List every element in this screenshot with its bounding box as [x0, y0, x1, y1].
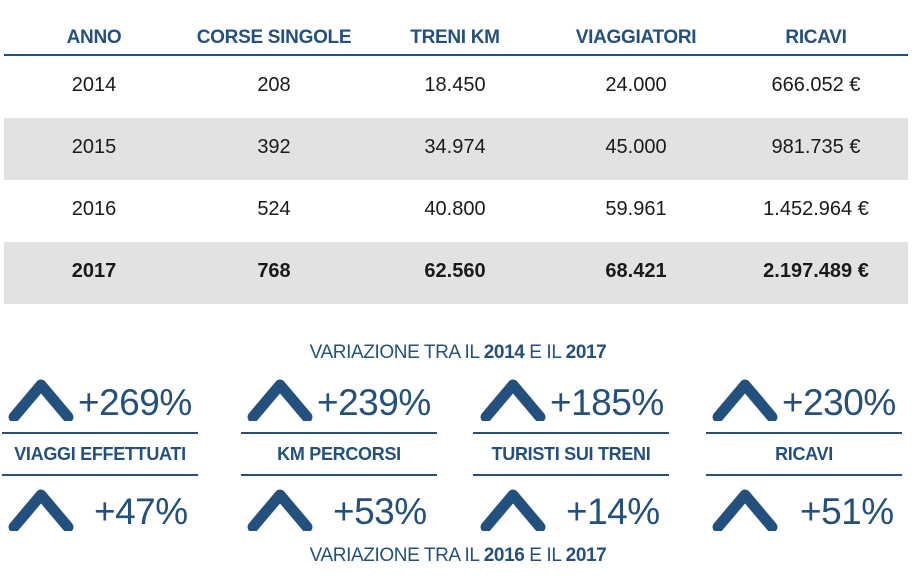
variation-middle: E IL	[524, 545, 566, 566]
cell-viaggiatori: 45.000	[605, 136, 667, 158]
change-2016-2017-ricavi: +51%	[800, 491, 894, 532]
variation-middle: E IL	[524, 342, 566, 363]
cell-treni-km: 18.450	[424, 74, 486, 96]
cell-treni-km: 62.560	[424, 260, 486, 282]
variation-heading-2016-2017: VARIAZIONE TRA IL 2016 E IL 2017	[0, 545, 916, 567]
stat-label-box: KM PERCORSI	[241, 432, 437, 476]
change-2016-2017-turisti: +14%	[566, 491, 660, 532]
cell-corse: 768	[257, 260, 291, 282]
variation-year-a: 2014	[483, 342, 525, 363]
table-row: 2014 208 18.450 24.000 666.052 €	[4, 56, 908, 118]
cell-ricavi: 2.197.489 €	[763, 260, 869, 282]
chevron-up-icon	[8, 489, 74, 531]
cell-viaggiatori: 68.421	[605, 260, 667, 282]
chevron-up-icon	[480, 379, 546, 421]
header-ricavi: RICAVI	[785, 27, 847, 48]
change-2016-2017-viaggi: +47%	[94, 491, 188, 532]
change-2014-2017-viaggi: +269%	[78, 382, 192, 423]
change-2016-2017-km: +53%	[333, 491, 427, 532]
variation-prefix: VARIAZIONE TRA IL	[309, 545, 484, 566]
cell-treni-km: 34.974	[424, 136, 486, 158]
cell-anno: 2014	[71, 74, 117, 96]
cell-corse: 392	[257, 136, 291, 158]
cell-anno: 2016	[71, 198, 117, 220]
cell-ricavi: 666.052 €	[771, 74, 861, 96]
stat-label-km: KM PERCORSI	[277, 444, 401, 464]
variation-year-a: 2016	[483, 545, 525, 566]
header-viaggiatori: VIAGGIATORI	[575, 27, 697, 48]
change-2014-2017-turisti: +185%	[550, 382, 664, 423]
cell-viaggiatori: 59.961	[605, 198, 667, 220]
chevron-up-icon	[712, 489, 778, 531]
chevron-up-icon	[8, 379, 74, 421]
cell-treni-km: 40.800	[424, 198, 486, 220]
cell-corse: 208	[257, 74, 291, 96]
stat-label-box: RICAVI	[706, 432, 902, 476]
change-2014-2017-km: +239%	[317, 382, 431, 423]
variation-heading-2014-2017: VARIAZIONE TRA IL 2014 E IL 2017	[0, 342, 916, 364]
header-anno: ANNO	[66, 27, 122, 48]
chevron-up-icon	[247, 379, 313, 421]
cell-ricavi: 1.452.964 €	[763, 198, 869, 220]
cell-anno: 2017	[71, 260, 117, 282]
stat-label-box: VIAGGI EFFETTUATI	[2, 432, 198, 476]
chevron-up-icon	[712, 379, 778, 421]
table-row-total: 2017 768 62.560 68.421 2.197.489 €	[4, 242, 908, 304]
cell-corse: 524	[257, 198, 291, 220]
stat-label-ricavi: RICAVI	[775, 444, 833, 464]
stat-label-viaggi: VIAGGI EFFETTUATI	[14, 444, 186, 464]
chevron-up-icon	[247, 489, 313, 531]
cell-ricavi: 981.735 €	[771, 136, 861, 158]
stat-label-turisti: TURISTI SUI TRENI	[491, 444, 651, 464]
variation-year-b: 2017	[565, 545, 607, 566]
data-table: ANNO CORSE SINGOLE TRENI KM VIAGGIATORI …	[4, 22, 908, 304]
chevron-up-icon	[480, 489, 546, 531]
variation-year-b: 2017	[565, 342, 607, 363]
cell-viaggiatori: 24.000	[605, 74, 667, 96]
variation-prefix: VARIAZIONE TRA IL	[309, 342, 484, 363]
stat-label-box: TURISTI SUI TRENI	[473, 432, 669, 476]
table-row: 2016 524 40.800 59.961 1.452.964 €	[4, 180, 908, 242]
change-2014-2017-ricavi: +230%	[782, 382, 896, 423]
table-header: ANNO CORSE SINGOLE TRENI KM VIAGGIATORI …	[4, 22, 908, 56]
header-corse-singole: CORSE SINGOLE	[196, 27, 352, 48]
cell-anno: 2015	[71, 136, 117, 158]
header-treni-km: TRENI KM	[410, 27, 500, 48]
table-row: 2015 392 34.974 45.000 981.735 €	[4, 118, 908, 180]
